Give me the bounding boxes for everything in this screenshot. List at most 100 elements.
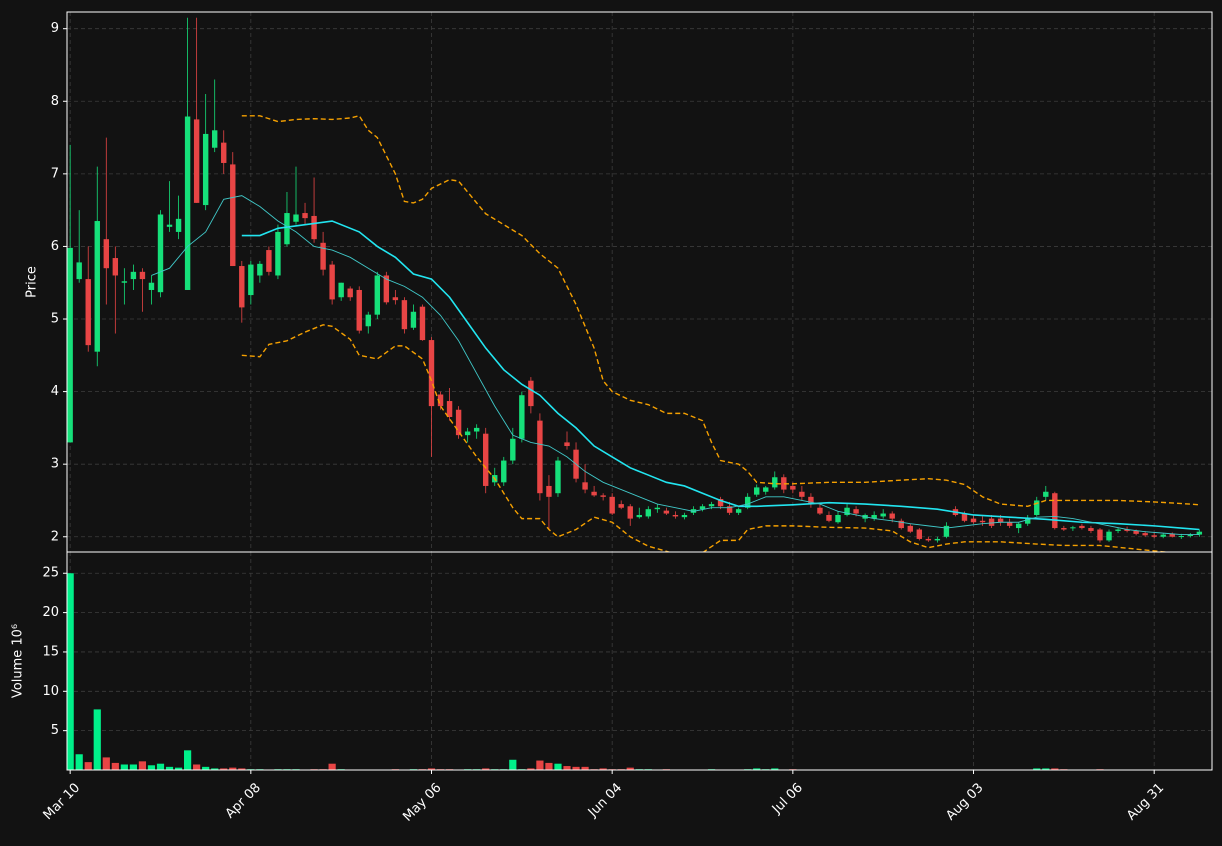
- candle-body: [140, 272, 145, 279]
- candle-body: [113, 258, 118, 275]
- candle-body: [483, 434, 488, 486]
- y-tick-label: 10: [42, 684, 59, 699]
- candle-body: [230, 164, 235, 266]
- candle-body: [1043, 492, 1048, 497]
- candle-body: [266, 250, 271, 272]
- candle-body: [239, 266, 244, 307]
- candle-body: [519, 395, 524, 439]
- candle-body: [1115, 530, 1120, 531]
- candle-body: [176, 219, 181, 232]
- candle-body: [203, 134, 208, 205]
- candle-body: [275, 232, 280, 276]
- candle-body: [1070, 527, 1075, 528]
- volume-bar: [85, 762, 92, 770]
- volume-bar: [76, 754, 83, 770]
- volume-bar: [94, 709, 101, 770]
- volume-bar: [554, 764, 561, 770]
- candle-body: [880, 514, 885, 517]
- candle-body: [86, 279, 91, 345]
- candle-body: [926, 539, 931, 540]
- candle-body: [790, 486, 795, 490]
- volume-bar: [157, 764, 164, 770]
- y-tick-label: 2: [51, 529, 59, 544]
- candle-body: [1142, 533, 1147, 535]
- candle-body: [357, 290, 362, 331]
- candle-body: [293, 215, 298, 222]
- candle-body: [998, 519, 1003, 523]
- candle-body: [664, 511, 669, 514]
- y-tick-label: 25: [42, 566, 59, 581]
- candle-body: [402, 300, 407, 329]
- y-axis-label: Price: [25, 266, 40, 298]
- candle-body: [655, 508, 660, 509]
- volume-bar: [193, 764, 200, 770]
- candle-body: [763, 487, 768, 491]
- y-tick-label: 6: [51, 239, 59, 254]
- y-axis-label: Volume 10⁶: [11, 624, 26, 698]
- candle-body: [989, 519, 994, 526]
- candle-body: [591, 492, 596, 496]
- candle-body: [131, 272, 136, 279]
- candle-body: [971, 519, 976, 523]
- volume-bar: [103, 757, 110, 770]
- candle-body: [1007, 522, 1012, 526]
- candle-body: [221, 143, 226, 163]
- candle-body: [1106, 532, 1111, 541]
- candle-body: [420, 307, 425, 340]
- candle-body: [393, 297, 398, 300]
- y-tick-label: 3: [51, 457, 59, 472]
- candle-body: [1088, 528, 1093, 531]
- candle-body: [1151, 535, 1156, 536]
- candle-body: [980, 521, 985, 522]
- y-tick-label: 7: [51, 166, 59, 181]
- candle-body: [167, 225, 172, 227]
- y-tick-label: 20: [42, 605, 59, 620]
- volume-bar: [545, 763, 552, 770]
- candle-body: [329, 265, 334, 300]
- volume-bar: [536, 761, 543, 770]
- candle-body: [1061, 528, 1066, 529]
- y-tick-label: 15: [42, 644, 59, 659]
- candle-body: [185, 117, 190, 290]
- candle-body: [248, 265, 253, 295]
- candle-body: [212, 130, 217, 147]
- volume-bar: [329, 764, 336, 770]
- candle-body: [311, 216, 316, 239]
- candle-body: [537, 421, 542, 494]
- candle-body: [348, 289, 353, 298]
- volume-bar: [563, 766, 570, 770]
- candle-body: [366, 315, 371, 327]
- volume-bar: [121, 764, 128, 770]
- candle-body: [456, 410, 461, 435]
- candle-body: [682, 515, 687, 517]
- candle-body: [799, 492, 804, 497]
- candle-body: [429, 340, 434, 406]
- candle-body: [709, 504, 714, 506]
- volume-bar: [112, 763, 119, 770]
- candle-body: [1016, 524, 1021, 528]
- candle-body: [600, 495, 605, 496]
- candle-body: [411, 312, 416, 328]
- candle-body: [853, 509, 858, 513]
- candle-body: [122, 281, 127, 282]
- candle-body: [564, 442, 569, 446]
- candle-body: [582, 482, 587, 489]
- candle-body: [474, 428, 479, 432]
- candle-body: [1079, 526, 1084, 528]
- candle-body: [67, 248, 72, 443]
- candle-body: [754, 487, 759, 494]
- candle-body: [935, 539, 940, 540]
- y-tick-label: 4: [51, 384, 59, 399]
- y-tick-label: 8: [51, 94, 59, 109]
- candle-body: [1052, 493, 1057, 528]
- candle-body: [95, 221, 100, 352]
- candle-body: [826, 515, 831, 521]
- volume-bar: [130, 764, 137, 770]
- candle-body: [1161, 535, 1166, 537]
- volume-bar: [184, 750, 191, 770]
- candle-body: [609, 497, 614, 514]
- candle-body: [528, 381, 533, 406]
- candle-body: [1179, 536, 1184, 537]
